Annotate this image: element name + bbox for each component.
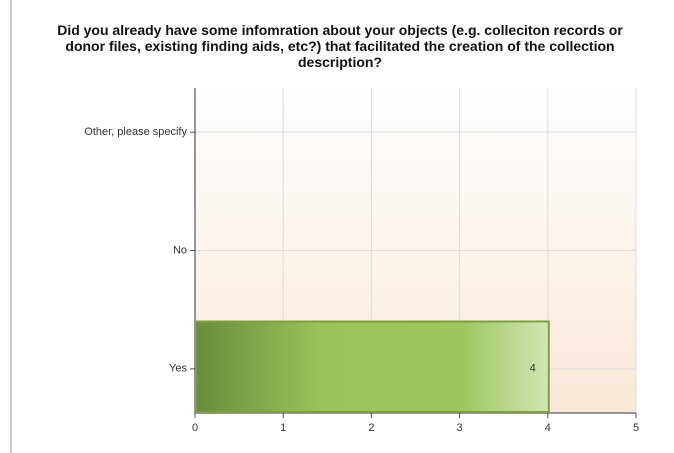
x-tick-label: 2 (368, 422, 374, 434)
bar (195, 320, 550, 413)
x-tick-label: 0 (192, 422, 198, 434)
chart-title: Did you already have some infomration ab… (57, 22, 623, 70)
x-tick-label: 4 (545, 422, 551, 434)
y-tick-label: Yes (169, 363, 187, 375)
x-tick-label: 3 (457, 422, 463, 434)
y-tick-label: No (173, 244, 187, 256)
x-tick-label: 1 (280, 422, 286, 434)
x-tick-label: 5 (633, 422, 639, 434)
data-label: 4 (530, 363, 536, 375)
y-tick-label: Other, please specify (84, 126, 187, 138)
